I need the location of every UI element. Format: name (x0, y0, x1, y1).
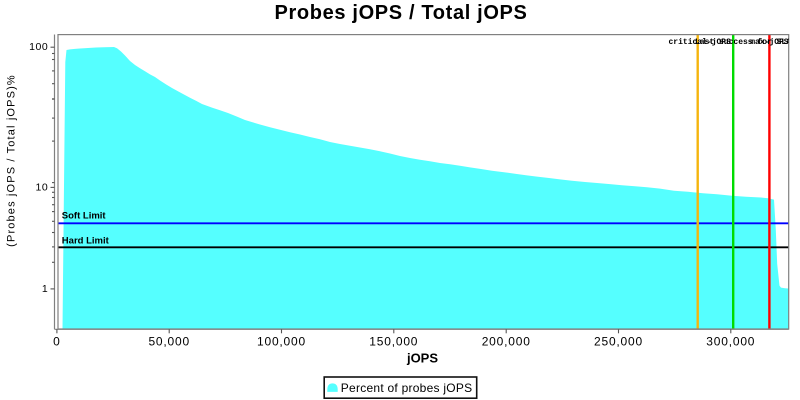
svg-text:Soft Limit: Soft Limit (62, 211, 107, 222)
svg-text:max-jOPS: max-jOPS (750, 38, 789, 47)
svg-text:Hard Limit: Hard Limit (62, 236, 110, 247)
svg-text:150,000: 150,000 (369, 335, 418, 349)
svg-text:100,000: 100,000 (257, 335, 306, 349)
svg-text:jOPS: jOPS (406, 351, 438, 366)
svg-text:1: 1 (42, 283, 48, 295)
svg-text:250,000: 250,000 (594, 335, 643, 349)
svg-text:(Probes jOPS / Total jOPS)%: (Probes jOPS / Total jOPS)% (6, 74, 18, 247)
svg-text:critical-jOPS: critical-jOPS (669, 38, 732, 47)
svg-text:0: 0 (53, 335, 60, 349)
svg-text:Probes jOPS / Total jOPS: Probes jOPS / Total jOPS (274, 2, 527, 24)
svg-text:300,000: 300,000 (706, 335, 755, 349)
svg-text:200,000: 200,000 (482, 335, 531, 349)
svg-text:100: 100 (29, 41, 48, 53)
svg-text:10: 10 (36, 181, 49, 193)
svg-text:Last success for SLA-10000us: Last success for SLA-10000us (695, 38, 800, 47)
svg-text:Percent of probes jOPS: Percent of probes jOPS (341, 381, 473, 395)
svg-text:50,000: 50,000 (148, 335, 190, 349)
